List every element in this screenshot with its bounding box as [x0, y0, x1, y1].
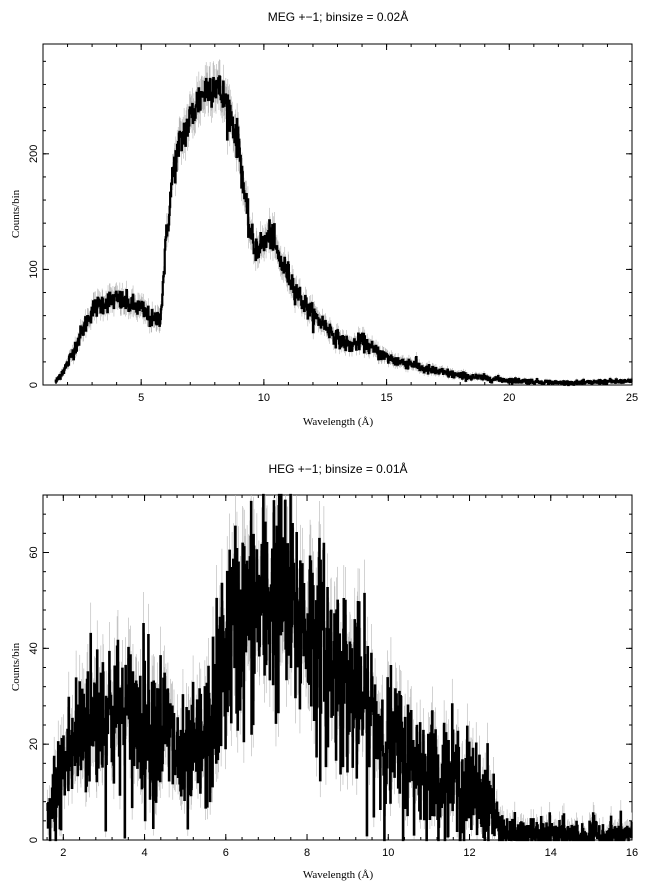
heg-x-tick-label: 8 [304, 847, 310, 859]
meg-x-tick-label: 25 [626, 392, 638, 404]
heg-chart: HEG +−1; binsize = 0.01Å 2 4 6 8 10 12 14 16 0 20… [10, 461, 638, 881]
meg-series-line [54, 75, 633, 387]
heg-x-tick-label: 12 [463, 847, 475, 859]
meg-y-tick-label: 100 [28, 260, 40, 278]
heg-x-tick-label: 16 [626, 847, 638, 859]
heg-x-tick-label: 4 [141, 847, 147, 859]
heg-series-line [46, 493, 633, 842]
heg-x-axis-label: Wavelength (Å) [303, 869, 374, 881]
heg-y-tick-label: 40 [28, 642, 40, 654]
meg-x-tick-label: 5 [138, 392, 144, 404]
heg-x-tick-label: 14 [545, 847, 557, 859]
heg-y-axis-label: Counts/bin [10, 642, 22, 691]
meg-chart: MEG +−1; binsize = 0.02Å 5 10 15 20 25 0 100 20… [10, 9, 638, 428]
meg-chart-title: MEG +−1; binsize = 0.02Å [268, 9, 408, 24]
heg-y-tick-label: 20 [28, 738, 40, 750]
heg-y-tick-label: 0 [28, 837, 40, 843]
meg-x-tick-label: 20 [503, 392, 515, 404]
heg-y-tick-label: 60 [28, 546, 40, 558]
meg-x-tick-label: 15 [380, 392, 392, 404]
heg-x-tick-label: 6 [223, 847, 229, 859]
heg-axis-ticks: 2 4 6 8 10 12 14 16 0 20 40 60 [28, 494, 638, 859]
meg-y-axis-label: Counts/bin [10, 189, 22, 238]
meg-histogram-path [54, 75, 633, 387]
meg-axis-ticks: 5 10 15 20 25 0 100 200 [28, 44, 638, 404]
meg-y-tick-label: 0 [28, 382, 40, 388]
heg-x-tick-label: 10 [382, 847, 394, 859]
meg-x-tick-label: 10 [258, 392, 270, 404]
heg-chart-title: HEG +−1; binsize = 0.01Å [268, 461, 407, 476]
heg-x-tick-label: 2 [60, 847, 66, 859]
meg-y-tick-label: 200 [28, 145, 40, 163]
meg-x-axis-label: Wavelength (Å) [303, 416, 374, 428]
heg-histogram-path [46, 493, 633, 842]
